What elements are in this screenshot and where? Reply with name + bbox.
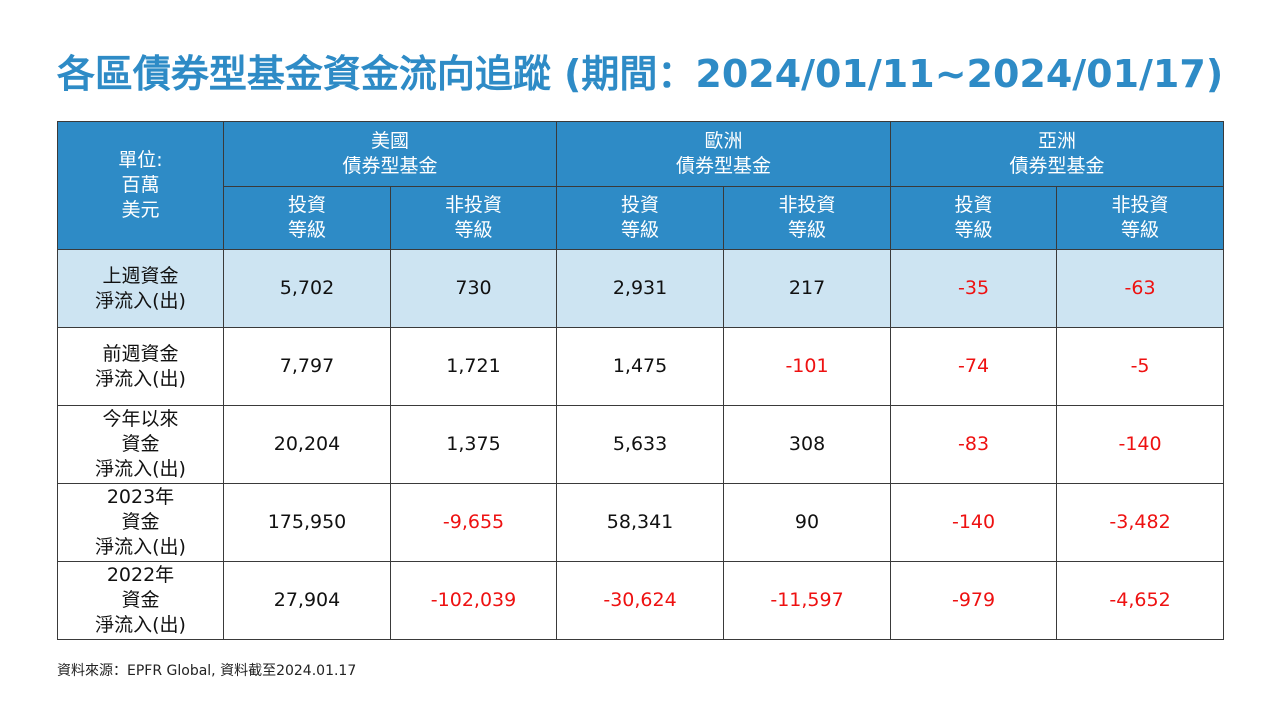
region-header-europe: 歐洲 債券型基金: [556, 121, 892, 187]
table-cell: 90: [723, 483, 892, 562]
region-header-asia: 亞洲 債券型基金: [890, 121, 1225, 187]
source-note: 資料來源：EPFR Global, 資料截至2024.01.17: [57, 663, 357, 679]
table-row: 上週資金 淨流入(出) 5,702 730 2,931 217 -35 -63: [57, 249, 1225, 328]
table-row: 2023年 資金 淨流入(出) 175,950 -9,655 58,341 90…: [57, 483, 1225, 562]
row-label: 今年以來 資金 淨流入(出): [57, 405, 224, 484]
table-cell: -140: [890, 483, 1058, 562]
table-cell: -101: [723, 327, 892, 406]
table-cell: -102,039: [389, 561, 558, 640]
table-cell: 730: [389, 249, 558, 328]
table-cell: 175,950: [223, 483, 391, 562]
table-cell: 27,904: [223, 561, 391, 640]
table-cell: 58,341: [556, 483, 725, 562]
subheader-high-yield: 非投資 等級: [1056, 186, 1225, 250]
table-cell: -3,482: [1056, 483, 1225, 562]
row-label: 2023年 資金 淨流入(出): [57, 483, 224, 562]
table-cell: -30,624: [556, 561, 725, 640]
table-cell: -63: [1056, 249, 1225, 328]
table-row: 2022年 資金 淨流入(出) 27,904 -102,039 -30,624 …: [57, 561, 1225, 640]
table-row: 前週資金 淨流入(出) 7,797 1,721 1,475 -101 -74 -…: [57, 327, 1225, 406]
table-cell: -9,655: [389, 483, 558, 562]
fund-flow-table: 單位: 百萬 美元 美國 債券型基金 歐洲 債券型基金 亞洲 債券型基金 投資 …: [57, 121, 1225, 640]
table-cell: -4,652: [1056, 561, 1225, 640]
subheader-high-yield: 非投資 等級: [723, 186, 892, 250]
table-cell: -35: [890, 249, 1058, 328]
table-cell: -5: [1056, 327, 1225, 406]
table-cell: 1,375: [389, 405, 558, 484]
table-cell: -140: [1056, 405, 1225, 484]
row-label: 上週資金 淨流入(出): [57, 249, 224, 328]
subheader-high-yield: 非投資 等級: [389, 186, 558, 250]
table-cell: 20,204: [223, 405, 391, 484]
page-title: 各區債券型基金資金流向追蹤 (期間：2024/01/11~2024/01/17): [56, 52, 1224, 96]
unit-label: 單位: 百萬 美元: [57, 121, 224, 250]
table-cell: 217: [723, 249, 892, 328]
subheader-investment-grade: 投資 等級: [223, 186, 391, 250]
table-cell: -11,597: [723, 561, 892, 640]
region-header-us: 美國 債券型基金: [222, 121, 558, 187]
table-cell: -74: [890, 327, 1058, 406]
table-cell: 1,721: [389, 327, 558, 406]
row-label: 前週資金 淨流入(出): [57, 327, 224, 406]
table-cell: 7,797: [223, 327, 391, 406]
subheader-investment-grade: 投資 等級: [890, 186, 1058, 250]
row-label: 2022年 資金 淨流入(出): [57, 561, 224, 640]
table-cell: -979: [890, 561, 1058, 640]
table-cell: 5,702: [223, 249, 391, 328]
table-cell: 308: [723, 405, 892, 484]
table-cell: 1,475: [556, 327, 725, 406]
table-cell: 5,633: [556, 405, 725, 484]
table-cell: 2,931: [556, 249, 725, 328]
subheader-investment-grade: 投資 等級: [556, 186, 725, 250]
table-row: 今年以來 資金 淨流入(出) 20,204 1,375 5,633 308 -8…: [57, 405, 1225, 484]
table-cell: -83: [890, 405, 1058, 484]
